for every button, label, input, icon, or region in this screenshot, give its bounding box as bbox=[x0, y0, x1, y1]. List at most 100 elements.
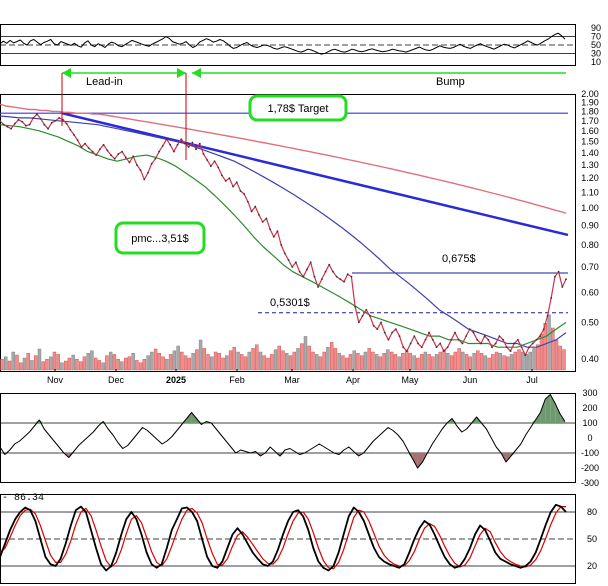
volume-bar bbox=[176, 345, 180, 371]
price-point bbox=[265, 217, 268, 220]
volume-bar bbox=[153, 348, 158, 371]
price-point bbox=[335, 275, 338, 278]
price-point bbox=[102, 143, 105, 146]
price-point bbox=[391, 331, 394, 334]
volume-bar bbox=[49, 356, 53, 371]
bump-label: Bump bbox=[436, 76, 465, 88]
price-point bbox=[87, 147, 90, 150]
price-tick-label: 1.50 bbox=[581, 136, 599, 146]
volume-bar bbox=[408, 353, 413, 371]
volume-bar bbox=[236, 351, 240, 371]
stochastic-header-prefix: - 86.34 bbox=[2, 493, 44, 504]
price-point bbox=[394, 328, 397, 331]
price-point bbox=[50, 121, 53, 124]
price-point bbox=[143, 178, 146, 181]
pmc-annotation: pmc...3,51$ bbox=[114, 221, 206, 255]
volume-bar bbox=[270, 354, 274, 371]
price-point bbox=[169, 143, 172, 146]
volume-bar bbox=[344, 357, 349, 371]
volume-bar bbox=[37, 348, 42, 371]
price-point bbox=[420, 346, 423, 349]
price-point bbox=[494, 342, 497, 345]
volume-bar bbox=[543, 323, 547, 371]
cci-positive-fill bbox=[540, 399, 546, 423]
volume-bar bbox=[63, 360, 68, 371]
price-point bbox=[39, 117, 42, 120]
price-point bbox=[313, 275, 316, 278]
month-tick-label: Jun bbox=[463, 375, 478, 385]
price-point bbox=[531, 342, 534, 345]
cci-tick-label: 100 bbox=[582, 418, 597, 428]
price-point bbox=[487, 338, 490, 341]
volume-bar bbox=[434, 354, 439, 371]
volume-bar bbox=[71, 354, 75, 371]
price-point bbox=[350, 275, 353, 278]
volume-bar bbox=[26, 353, 30, 371]
volume-bar bbox=[558, 345, 562, 371]
price-point bbox=[28, 123, 31, 126]
month-tick-label: Apr bbox=[346, 375, 360, 385]
volume-bar bbox=[419, 354, 424, 371]
price-point bbox=[191, 141, 194, 144]
price-point bbox=[13, 122, 16, 125]
volume-bar bbox=[146, 355, 150, 371]
volume-bar bbox=[116, 359, 120, 371]
price-point bbox=[398, 335, 401, 338]
price-point bbox=[472, 331, 475, 334]
price-point bbox=[147, 171, 149, 174]
price-point bbox=[372, 324, 375, 327]
volume-bar bbox=[228, 350, 233, 371]
price-point bbox=[309, 261, 312, 264]
volume-bar bbox=[330, 342, 334, 371]
price-point bbox=[110, 154, 112, 157]
price-point bbox=[235, 181, 238, 184]
volume-bar bbox=[359, 355, 364, 371]
price-point bbox=[476, 338, 479, 341]
volume-bar bbox=[554, 339, 559, 371]
volume-bar bbox=[22, 357, 27, 371]
month-tick-label: Feb bbox=[229, 375, 245, 385]
volume-bar bbox=[67, 357, 72, 371]
volume-bar bbox=[476, 350, 480, 371]
price-point bbox=[128, 161, 131, 164]
price-tick-label: 0.50 bbox=[581, 317, 599, 327]
volume-bar bbox=[93, 357, 98, 371]
price-tick-label: 1.20 bbox=[581, 173, 599, 183]
volume-bar bbox=[536, 344, 540, 371]
price-point bbox=[539, 335, 542, 338]
volume-bar bbox=[393, 354, 398, 371]
price-point bbox=[291, 266, 294, 268]
price-point bbox=[250, 210, 253, 213]
price-point bbox=[195, 148, 197, 151]
cci-positive-fill bbox=[545, 394, 551, 423]
volume-bar bbox=[412, 355, 416, 371]
price-point bbox=[172, 150, 175, 153]
price-point bbox=[76, 139, 79, 142]
volume-bar bbox=[322, 351, 326, 371]
volume-bar bbox=[453, 351, 458, 371]
volume-bar bbox=[34, 355, 38, 371]
cci-positive-fill bbox=[186, 412, 192, 423]
volume-bar bbox=[273, 349, 278, 371]
price-point bbox=[121, 150, 123, 153]
price-point bbox=[402, 346, 405, 349]
volume-bar bbox=[161, 356, 165, 371]
volume-bar bbox=[191, 353, 195, 371]
volume-bar bbox=[41, 361, 45, 371]
volume-bar bbox=[352, 350, 356, 371]
volume-bar bbox=[131, 353, 135, 371]
price-point bbox=[91, 150, 94, 153]
price-tick-label: 1.60 bbox=[581, 126, 599, 136]
price-point bbox=[154, 157, 157, 160]
price-point bbox=[505, 346, 508, 349]
price-point bbox=[276, 230, 279, 233]
volume-bar bbox=[427, 354, 431, 371]
price-point bbox=[483, 335, 486, 338]
volume-bar bbox=[311, 351, 315, 371]
volume-bar bbox=[202, 348, 207, 371]
volume-bar bbox=[247, 351, 251, 371]
price-point bbox=[302, 275, 305, 278]
price-tick-label: 1.90 bbox=[581, 97, 599, 107]
price-point bbox=[339, 278, 342, 281]
